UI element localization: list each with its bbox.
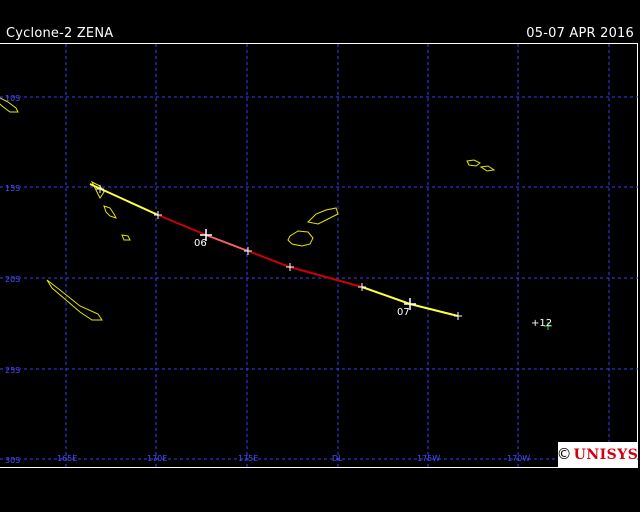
coastlines xyxy=(0,97,496,321)
unisys-logo: © UNISYS xyxy=(556,442,639,467)
vanuatu-island-coast xyxy=(121,234,131,241)
forecast-position-marker xyxy=(544,322,552,330)
copyright-symbol: © xyxy=(556,445,572,463)
lon-label: 175W xyxy=(417,454,440,463)
track-position-marker xyxy=(286,263,294,271)
track-segment-storm xyxy=(157,214,207,236)
track-position-marker xyxy=(404,298,416,310)
forecast-time-label: +12 xyxy=(531,318,552,329)
lat-label: 30S xyxy=(5,456,20,465)
latitude-labels: 10S 15S 20S 25S 30S xyxy=(5,94,20,465)
lat-label: 15S xyxy=(5,184,20,193)
new-caledonia-coast xyxy=(46,279,103,321)
lon-label: 170E xyxy=(147,454,167,463)
vanuatu-coast xyxy=(0,97,19,113)
fiji-viti-levu-coast xyxy=(287,230,314,247)
track-position-marker xyxy=(244,247,252,255)
date-range: 05-07 APR 2016 xyxy=(526,26,634,41)
vanuatu-island-coast xyxy=(90,180,105,199)
track-position-marker xyxy=(200,229,212,241)
lon-label: 170W xyxy=(507,454,530,463)
track-segment-storm xyxy=(247,250,363,288)
lat-label: 20S xyxy=(5,275,20,284)
storm-title: Cyclone-2 ZENA xyxy=(6,26,114,41)
lon-label: 165E xyxy=(57,454,77,463)
track-time-label: 06 xyxy=(194,238,207,249)
logo-text: UNISYS xyxy=(573,446,639,463)
map-frame xyxy=(0,43,638,468)
vanuatu-island-coast xyxy=(103,205,117,219)
track-position-marker xyxy=(358,283,366,291)
lat-label: 25S xyxy=(5,366,20,375)
track-time-label: 07 xyxy=(397,307,410,318)
storm-track xyxy=(89,183,459,317)
lat-label: 10S xyxy=(5,94,20,103)
track-position-marker xyxy=(96,185,104,193)
track-markers xyxy=(96,185,462,320)
lon-label: DL xyxy=(332,454,343,463)
samoa-coast xyxy=(479,165,496,172)
track-segment-storm-light xyxy=(205,234,249,252)
longitude-labels: 165E 170E 175E DL 175W 170W xyxy=(57,454,530,463)
track-position-marker xyxy=(454,312,462,320)
samoa-coast xyxy=(466,159,481,167)
fiji-vanua-levu-coast xyxy=(306,207,339,225)
graticule xyxy=(0,44,638,468)
lon-label: 175E xyxy=(238,454,258,463)
track-position-marker xyxy=(154,211,162,219)
